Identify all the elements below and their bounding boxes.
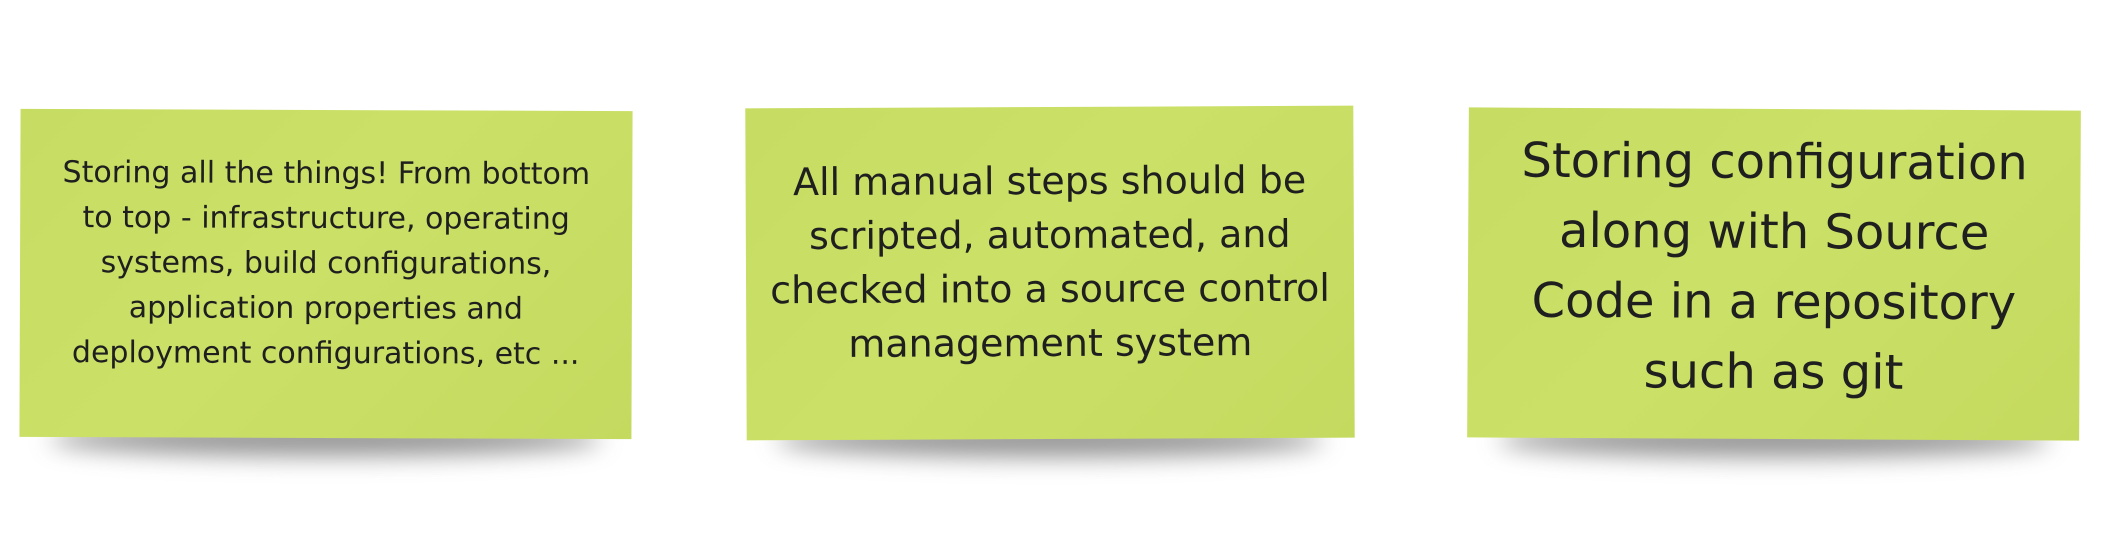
sticky-note-text: Storing configuration along with Source …: [1521, 132, 2028, 401]
sticky-note-body: Storing configuration along with Source …: [1467, 107, 2081, 441]
sticky-note-body: All manual steps should be scripted, aut…: [745, 105, 1355, 441]
sticky-note-3[interactable]: Storing configuration along with Source …: [1467, 107, 2081, 457]
sticky-note-body: Storing all the things! From bottom to t…: [19, 108, 633, 440]
sticky-note-text: All manual steps should be scripted, aut…: [770, 157, 1331, 366]
sticky-note-1[interactable]: Storing all the things! From bottom to t…: [19, 108, 633, 456]
sticky-note-2[interactable]: All manual steps should be scripted, aut…: [745, 105, 1355, 457]
sticky-note-text: Storing all the things! From bottom to t…: [62, 154, 591, 372]
